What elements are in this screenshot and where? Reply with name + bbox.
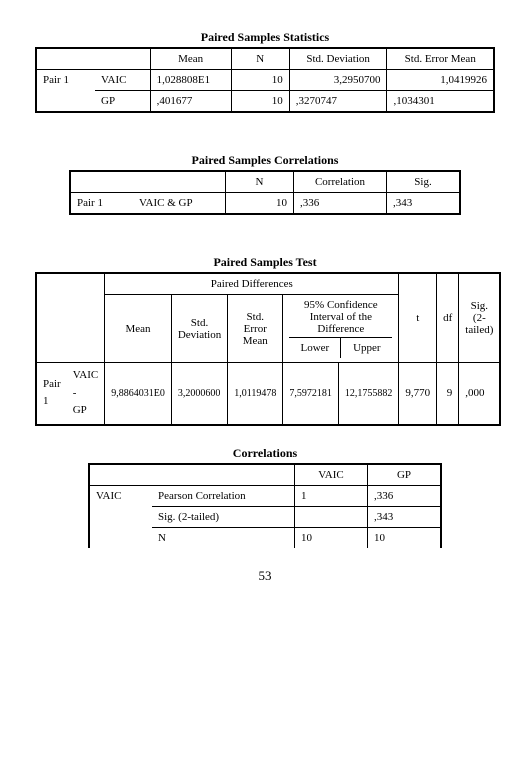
upper: 12,1755882 — [338, 363, 399, 425]
page-number: 53 — [35, 568, 495, 584]
col1: VAIC — [295, 464, 368, 486]
t: 9,770 — [399, 363, 437, 425]
sd: 3,2000600 — [171, 363, 227, 425]
vars-l1: VAIC - — [73, 367, 98, 402]
r32: 10 — [368, 527, 442, 548]
pair-label: Pair 1 — [36, 70, 95, 91]
n: 10 — [226, 193, 294, 215]
test-title: Paired Samples Test — [35, 255, 495, 270]
r12: ,336 — [368, 485, 442, 506]
ci-l2: Interval of the — [283, 311, 399, 323]
pair-l1: Pair — [43, 376, 61, 394]
col-sd: Std. Deviation — [289, 48, 387, 70]
col-df: df — [437, 273, 459, 363]
corr2-table: VAIC GP VAIC Pearson Correlation 1 ,336 … — [88, 463, 442, 548]
sd1: 3,2950700 — [289, 70, 387, 91]
col-mean: Mean — [150, 48, 231, 70]
col-sig: Sig. — [387, 171, 461, 193]
ci-l3: Difference — [289, 323, 392, 335]
sd2: ,3270747 — [289, 91, 387, 113]
mean2: ,401677 — [150, 91, 231, 113]
col-lower: Lower — [289, 338, 341, 359]
var2: GP — [95, 91, 150, 113]
col-mean: Mean — [105, 295, 172, 363]
vars: VAIC & GP — [133, 193, 226, 215]
sem1: 1,0419926 — [387, 70, 494, 91]
sig-label: Sig. (2-tailed) — [152, 506, 295, 527]
n1: 10 — [231, 70, 289, 91]
col-sem: Std. Error Mean — [228, 295, 283, 363]
stats-title: Paired Samples Statistics — [35, 30, 495, 45]
correlation: ,336 — [294, 193, 387, 215]
pair-l2: 1 — [43, 393, 61, 411]
corr-title: Paired Samples Correlations — [35, 153, 495, 168]
lower: 7,5972181 — [283, 363, 339, 425]
col2: GP — [368, 464, 442, 486]
sem: 1,0119478 — [228, 363, 283, 425]
col-sd: Std. Deviation — [171, 295, 227, 363]
col-n: N — [226, 171, 294, 193]
group-header: Paired Differences — [105, 273, 399, 295]
mean: 9,8864031E0 — [105, 363, 172, 425]
col-t: t — [399, 273, 437, 363]
r22: ,343 — [368, 506, 442, 527]
col-corr: Correlation — [294, 171, 387, 193]
pearson-label: Pearson Correlation — [152, 485, 295, 506]
vars-l2: GP — [73, 402, 98, 420]
stats-table: Mean N Std. Deviation Std. Error Mean Pa… — [35, 47, 495, 113]
n2: 10 — [231, 91, 289, 113]
r11: 1 — [295, 485, 368, 506]
corr-table: N Correlation Sig. Pair 1 VAIC & GP 10 ,… — [69, 170, 461, 215]
mean1: 1,028808E1 — [150, 70, 231, 91]
ci-l1: 95% Confidence — [283, 295, 399, 312]
col-sig: Sig. (2-tailed) — [459, 273, 501, 363]
sem2: ,1034301 — [387, 91, 494, 113]
n-label: N — [152, 527, 295, 548]
corr2-title: Correlations — [35, 446, 495, 461]
col-n: N — [231, 48, 289, 70]
pair-label: Pair 1 — [70, 193, 133, 215]
col-sem: Std. Error Mean — [387, 48, 494, 70]
var1: VAIC — [95, 70, 150, 91]
row-label: VAIC — [89, 485, 152, 548]
sig: ,000 — [459, 363, 501, 425]
test-table: Paired Differences t df Sig. (2-tailed) … — [35, 272, 501, 426]
col-upper: Upper — [341, 338, 393, 359]
df: 9 — [437, 363, 459, 425]
r31: 10 — [295, 527, 368, 548]
sig: ,343 — [387, 193, 461, 215]
